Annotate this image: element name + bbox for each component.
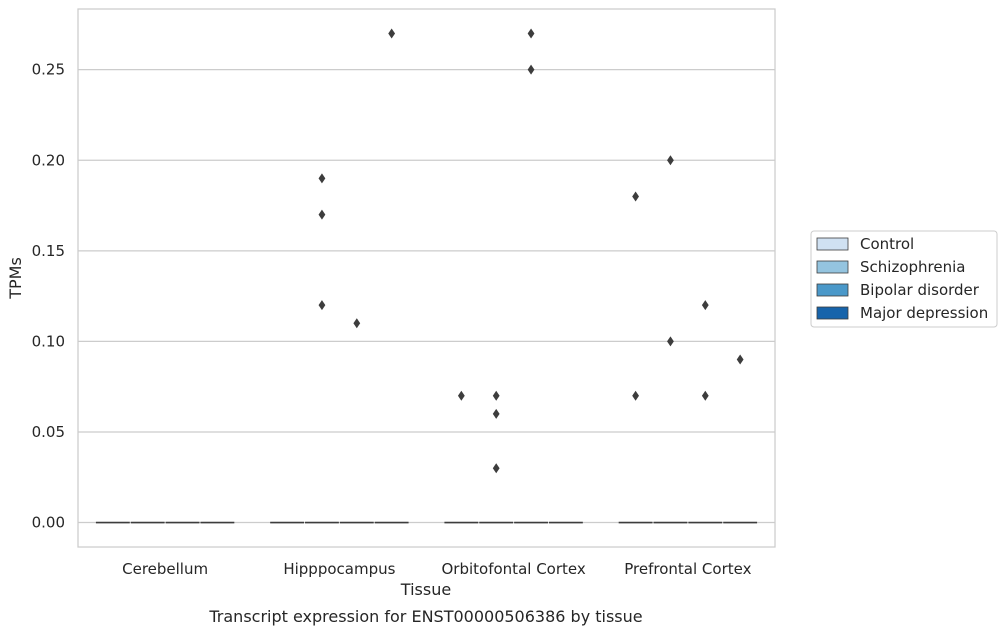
legend-label: Control <box>860 235 914 253</box>
outlier-point <box>318 173 326 184</box>
outlier-point <box>318 209 326 220</box>
outlier-point <box>527 28 535 39</box>
x-tick-label: Hipppocampus <box>283 560 395 578</box>
chart-caption: Transcript expression for ENST0000050638… <box>208 607 642 626</box>
legend-swatch <box>816 283 849 297</box>
y-tick-label: 0.15 <box>32 242 65 260</box>
x-axis-label: Tissue <box>400 580 451 599</box>
x-tick-label: Orbitofontal Cortex <box>442 560 586 578</box>
x-tick-label: Prefrontal Cortex <box>624 560 751 578</box>
outlier-point <box>701 390 709 401</box>
outlier-point <box>667 155 674 166</box>
y-tick-label: 0.05 <box>32 423 65 441</box>
outlier-point <box>492 463 500 474</box>
y-tick-label: 0.25 <box>32 61 65 79</box>
outlier-point <box>457 390 465 401</box>
legend-label: Schizophrenia <box>860 258 965 276</box>
legend-frame <box>810 230 998 328</box>
legend-label: Major depression <box>860 304 988 322</box>
y-tick-label: 0.10 <box>32 332 65 350</box>
plot-frame <box>77 8 776 548</box>
outlier-point <box>388 28 396 39</box>
outlier-layer <box>318 28 744 474</box>
outlier-point <box>492 408 500 419</box>
y-tick-labels: 0.00 0.05 0.10 0.15 0.20 0.25 <box>32 61 65 532</box>
y-tick-label: 0.00 <box>32 514 65 532</box>
legend-swatch <box>816 306 849 320</box>
outlier-point <box>736 354 744 365</box>
outlier-point <box>353 318 361 329</box>
plot-area <box>78 9 775 547</box>
outlier-point <box>492 390 500 401</box>
legend-label: Bipolar disorder <box>860 281 980 299</box>
legend-swatch <box>816 260 849 274</box>
outlier-point <box>701 300 709 311</box>
x-tick-labels: Cerebellum Hipppocampus Orbitofontal Corte… <box>122 560 751 578</box>
y-axis-label: TPMs <box>6 257 25 300</box>
outlier-point <box>667 336 674 347</box>
x-tick-label: Cerebellum <box>122 560 208 578</box>
legend: Control Schizophrenia Bipolar disorder Majo… <box>810 230 998 328</box>
outlier-point <box>527 64 535 75</box>
y-tick-label: 0.20 <box>32 151 65 169</box>
legend-swatch <box>816 237 849 251</box>
outlier-point <box>632 390 639 401</box>
outlier-point <box>318 300 326 311</box>
outlier-point <box>632 191 639 202</box>
